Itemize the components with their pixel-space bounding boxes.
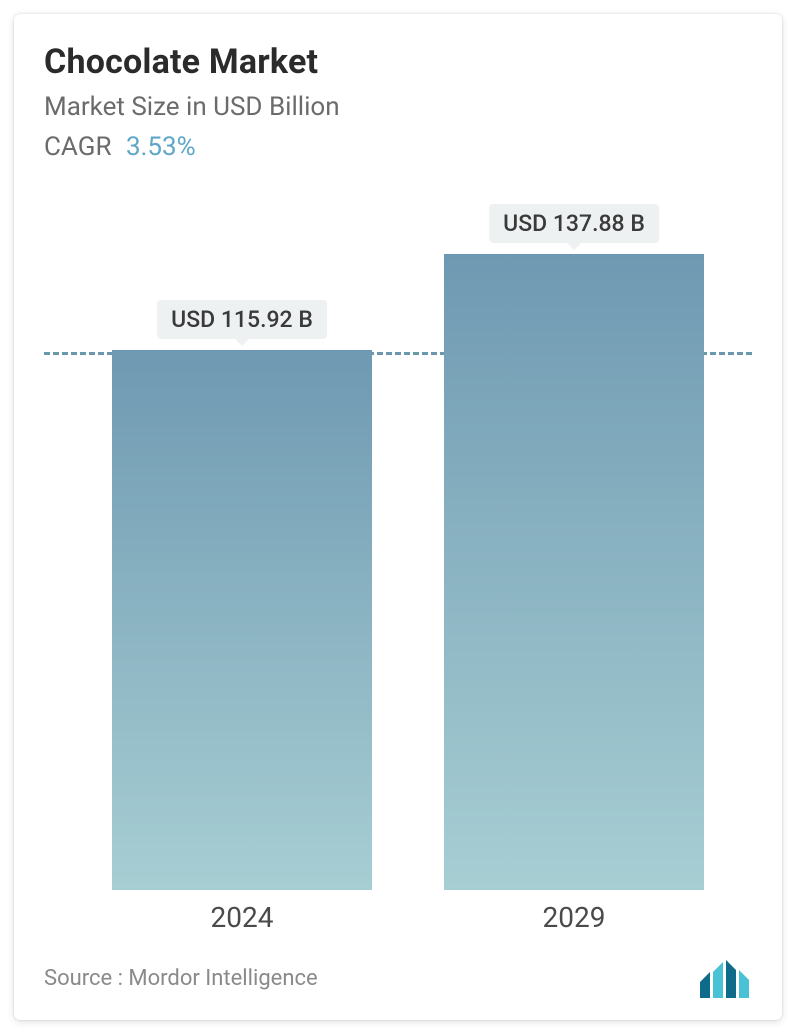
cagr-label: CAGR bbox=[44, 132, 111, 162]
logo-bar-3 bbox=[726, 960, 736, 998]
chart-footer: Source : Mordor Intelligence bbox=[44, 956, 752, 1000]
cagr-row: CAGR 3.53% bbox=[44, 132, 752, 162]
logo-bar-1 bbox=[700, 972, 710, 998]
chart-card: Chocolate Market Market Size in USD Bill… bbox=[14, 14, 782, 1020]
logo-bar-4 bbox=[739, 970, 749, 998]
value-badge-2024: USD 115.92 B bbox=[157, 300, 327, 339]
chart-plot-area: USD 115.92 B 2024 USD 137.88 B 2029 bbox=[44, 192, 752, 950]
logo-bar-2 bbox=[713, 962, 723, 998]
cagr-value: 3.53% bbox=[126, 132, 196, 162]
value-badge-2029: USD 137.88 B bbox=[489, 204, 659, 243]
bar-2029: USD 137.88 B bbox=[444, 254, 704, 890]
bar-2024: USD 115.92 B bbox=[112, 350, 372, 890]
chart-title: Chocolate Market bbox=[44, 42, 752, 82]
bar-fill-2029 bbox=[444, 254, 704, 890]
mordor-logo-icon bbox=[698, 958, 752, 998]
x-label-2024: 2024 bbox=[112, 901, 372, 934]
bar-fill-2024 bbox=[112, 350, 372, 890]
source-text: Source : Mordor Intelligence bbox=[44, 966, 318, 991]
chart-subtitle: Market Size in USD Billion bbox=[44, 92, 752, 122]
x-label-2029: 2029 bbox=[444, 901, 704, 934]
